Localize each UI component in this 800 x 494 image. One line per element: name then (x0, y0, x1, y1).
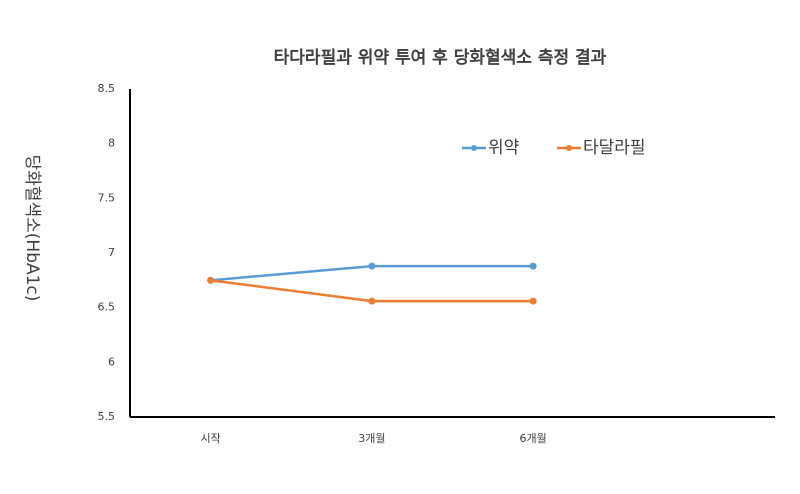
x-tick-label: 3개월 (358, 432, 385, 445)
x-tick-label: 6개월 (520, 432, 547, 445)
y-tick-label: 8.5 (98, 82, 116, 95)
y-tick-label: 7.5 (98, 191, 116, 204)
y-tick-label: 7 (108, 246, 115, 259)
legend-label: 타달라필 (583, 138, 646, 158)
y-tick-label: 8 (108, 137, 115, 150)
legend-marker (471, 145, 477, 151)
y-tick-label: 5.5 (98, 410, 116, 423)
chart-title: 타다라필과 위약 투여 후 당화혈색소 측정 결과 (274, 47, 607, 68)
data-point (529, 262, 537, 270)
y-tick-label: 6.5 (98, 301, 116, 314)
data-point (207, 276, 215, 284)
x-tick-label: 시작 (201, 432, 221, 445)
data-point (368, 297, 376, 305)
y-tick-label: 6 (108, 355, 115, 368)
data-point (529, 297, 537, 305)
data-point (368, 262, 376, 270)
y-axis-label: 당화혈색소(HbA1c) (22, 155, 42, 302)
legend-marker (566, 145, 572, 151)
legend-label: 위약 (488, 138, 519, 158)
